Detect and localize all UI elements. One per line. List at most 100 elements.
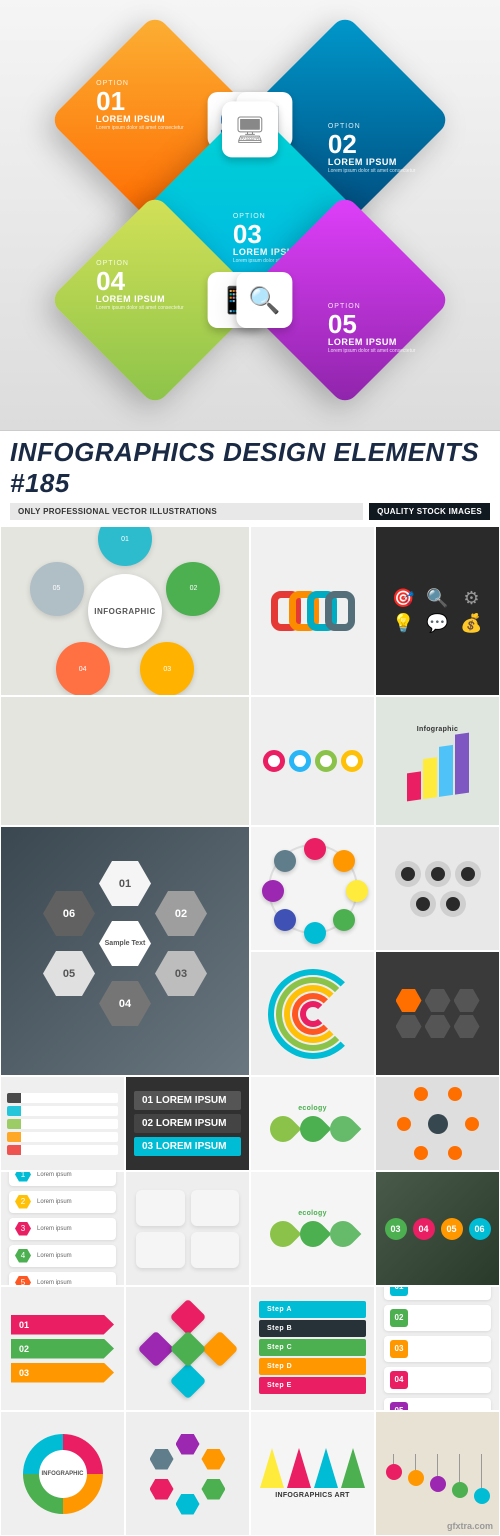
ring-dot: [304, 922, 326, 944]
hex-dark-item: [454, 1015, 480, 1038]
thumb-row-1: INFOGRAPHIC0102030405 🎯🔍⚙💡💬💰: [0, 526, 500, 696]
small-diamond: [169, 1330, 206, 1367]
hex-ring-item: [150, 1479, 174, 1500]
triangle-row: INFOGRAPHICS ART: [260, 1448, 365, 1499]
hex-ring-item: [176, 1494, 200, 1515]
badge-text: Lorem ipsum: [37, 1226, 72, 1232]
diamond-05-label: OPTION05LOREM IPSUMLorem ipsum dolor sit…: [328, 303, 418, 354]
step-item: Step A: [259, 1301, 366, 1318]
color-bar-item: 03: [384, 1336, 491, 1362]
hex-06: 06: [43, 891, 95, 936]
diamond-02-label: OPTION02LOREM IPSUMLorem ipsum dolor sit…: [328, 123, 418, 174]
biz-bar: [7, 1145, 118, 1155]
eco-leaves: ecology: [270, 1105, 356, 1142]
cd-ring: [263, 750, 285, 772]
badge-text: Lorem ipsum: [37, 1199, 72, 1205]
leaf-icon: [324, 1111, 361, 1148]
thumb-hanging-balls: gfxtra.com: [375, 1411, 500, 1536]
thumb-hexagon-dark: [375, 951, 500, 1076]
blur-num-row: 03040506: [377, 1210, 499, 1248]
thumb-row-6: 010203 Step AStep BStep CStep DStep E 01…: [0, 1286, 500, 1411]
thumb-hexagon-mono: 010203040506Sample Text: [0, 826, 250, 1076]
gear-icon: [455, 861, 481, 887]
hex-badge-list: 1Lorem ipsum2Lorem ipsum3Lorem ipsum4Lor…: [1, 1171, 124, 1286]
bar-num: 01: [390, 1286, 408, 1296]
hex-badge: 1: [15, 1171, 31, 1182]
thumb-row-2: Infographic: [0, 696, 500, 826]
speech-grid: [126, 1180, 249, 1278]
color-bar-item: 02: [384, 1305, 491, 1331]
hex-dark-item: [425, 1015, 451, 1038]
hex-02: 02: [155, 891, 207, 936]
thumb-flower-ext: [0, 696, 250, 826]
biz-bar: [7, 1093, 118, 1103]
num-dark-item: 01 LOREM IPSUM: [134, 1091, 241, 1110]
hex-cluster: 010203040506Sample Text: [15, 851, 235, 1051]
arrow-list: 010203: [1, 1305, 124, 1393]
hex-badge: 4: [15, 1249, 31, 1263]
hex-ring: [143, 1429, 233, 1519]
biz-bar: [7, 1132, 118, 1142]
thumb-numbered-dark: 01 LOREM IPSUM02 LOREM IPSUM03 LOREM IPS…: [125, 1076, 250, 1171]
hex-badge-item: 5Lorem ipsum: [9, 1272, 116, 1287]
flower: INFOGRAPHIC0102030405: [25, 526, 225, 696]
hex-badge-item: 4Lorem ipsum: [9, 1245, 116, 1267]
step-item: Step B: [259, 1320, 366, 1337]
dark-icon: 💬: [423, 613, 453, 634]
thumb-hex-badges: 1Lorem ipsum2Lorem ipsum3Lorem ipsum4Lor…: [0, 1171, 125, 1286]
bar-num: 04: [390, 1371, 408, 1389]
petal-03: 03: [140, 642, 194, 696]
step-item: Step D: [259, 1358, 366, 1375]
thumb-row-7: INFOGRAPHIC INFOGRAPHICS ART gfxtra.com: [0, 1411, 500, 1536]
thumb-chain-links: [250, 526, 375, 696]
diamond-04-label: OPTION04LOREM IPSUMLorem ipsum dolor sit…: [96, 260, 186, 311]
biz-bars: [1, 1087, 124, 1161]
eco-leaves: ecology: [270, 1210, 356, 1247]
chain: [271, 591, 355, 631]
iso-bars: [407, 732, 469, 801]
triangle: [260, 1448, 284, 1488]
hex-ring-item: [201, 1449, 225, 1470]
watermark: gfxtra.com: [447, 1521, 493, 1531]
biz-bar: [7, 1119, 118, 1129]
ball-row: [386, 1444, 490, 1504]
tri-label: INFOGRAPHICS ART: [275, 1492, 350, 1499]
thumb-small-diamonds: [125, 1286, 250, 1411]
diamond-03-icon: 🖥: [222, 101, 278, 157]
spoke-node: [397, 1117, 411, 1131]
thumb-blur-numbers: 03040506: [375, 1171, 500, 1286]
spoke-center: [428, 1114, 448, 1134]
iso-bar: [423, 757, 437, 799]
ring-dot: [333, 850, 355, 872]
thumb-dark-icons: 🎯🔍⚙💡💬💰: [375, 526, 500, 696]
bar-num: 03: [390, 1340, 408, 1358]
speech-bubble: [136, 1232, 185, 1268]
bar-num: 05: [390, 1402, 408, 1412]
thumb-gears-white: [375, 826, 500, 951]
bar-num: 02: [390, 1309, 408, 1327]
diamond-cluster: 👥OPTION01LOREM IPSUMLorem ipsum dolor si…: [40, 25, 460, 405]
speech-bubble: [191, 1190, 240, 1226]
ring-dot: [274, 909, 296, 931]
spoke-node: [414, 1087, 428, 1101]
arrow-item: 03: [11, 1363, 114, 1383]
gear-cluster: [376, 853, 499, 925]
petal-04: 04: [56, 642, 110, 696]
leaf-icon: [264, 1111, 301, 1148]
small-diamonds: [143, 1304, 233, 1394]
hanging-ball: [386, 1464, 402, 1480]
hanging-ball: [408, 1470, 424, 1486]
page-title: INFOGRAPHICS DESIGN ELEMENTS #185: [10, 437, 490, 499]
dark-icon: 🎯: [389, 588, 419, 609]
thumb-business-bars: [0, 1076, 125, 1171]
cd-ring: [289, 750, 311, 772]
hex-05: 05: [43, 951, 95, 996]
petal-05: 05: [30, 562, 84, 616]
gear-icon: [410, 891, 436, 917]
thumb-speech-bubbles: [125, 1171, 250, 1286]
leaf-icon: [324, 1216, 361, 1253]
gear-icon: [440, 891, 466, 917]
thumb-3d-arrows: 010203: [0, 1286, 125, 1411]
small-diamond: [169, 1298, 206, 1335]
biz-bar: [7, 1106, 118, 1116]
